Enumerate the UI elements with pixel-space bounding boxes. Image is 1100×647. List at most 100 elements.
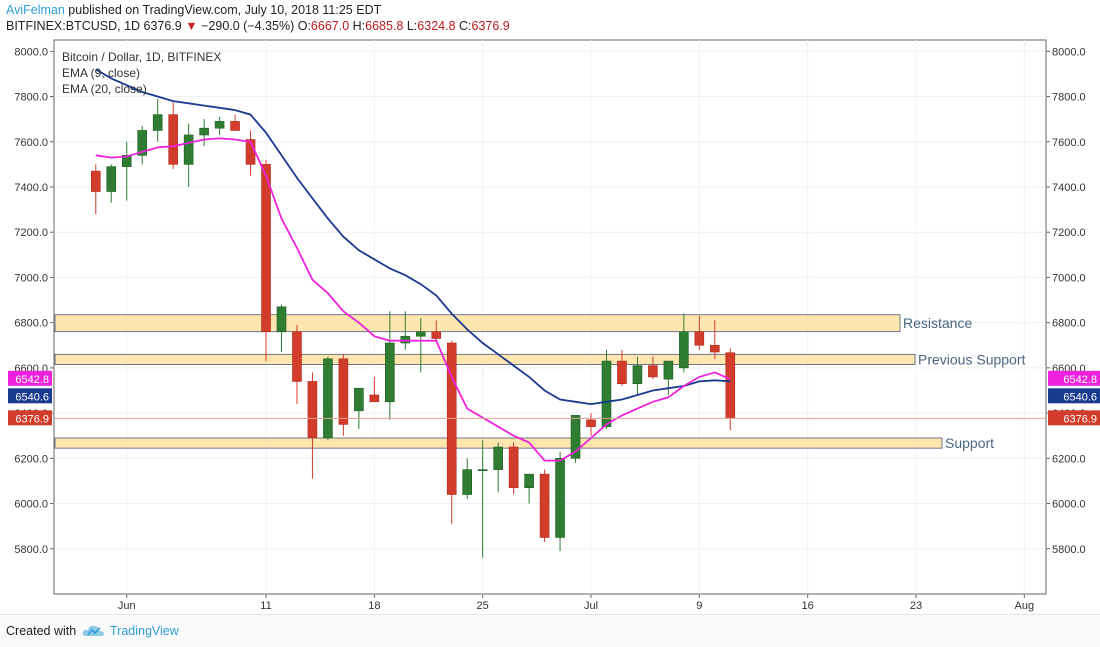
price-tag (1048, 370, 1100, 386)
last-price: 6376.9 (143, 19, 182, 33)
x-tick-label: Jun (118, 600, 136, 612)
candle-body (261, 164, 271, 332)
y-tick-label-left: 8000.0 (14, 46, 48, 58)
price-labels: 6542.8 6542.8 6540.6 6540.6 6376.9 6376.9 (8, 370, 1100, 426)
candle-body (725, 352, 736, 419)
candle-body (137, 130, 148, 156)
x-tick-label: 23 (910, 600, 922, 612)
candle-body (508, 446, 519, 489)
price-tag-label: 6540.6 (15, 391, 49, 403)
zone-label: Previous Support (918, 351, 1026, 367)
candle-body (230, 121, 240, 131)
price-tag (8, 388, 52, 404)
ema20-line (95, 68, 731, 406)
y-tick-label-right: 7400.0 (1052, 182, 1086, 194)
candle-body (555, 458, 565, 538)
open-label: O: (297, 19, 311, 33)
author-link[interactable]: AviFelman (6, 3, 65, 17)
x-tick-label: 9 (696, 600, 702, 612)
y-tick-label-right: 7200.0 (1052, 227, 1086, 239)
y-tick-label-right: 6800.0 (1052, 318, 1086, 330)
legend-title: Bitcoin / Dollar, 1D, BITFINEX (62, 50, 221, 64)
price-tag (8, 370, 52, 386)
x-tick-label: 25 (477, 600, 489, 612)
candle-body (152, 114, 163, 131)
price-tag-label: 6376.9 (1063, 413, 1097, 425)
publish-text: published on TradingView.com, July 10, 2… (64, 3, 382, 17)
legend-ema20: EMA (20, close) (62, 82, 147, 96)
y-tick-label-right: 7800.0 (1052, 92, 1086, 104)
candle-body (663, 360, 674, 380)
y-tick-label-left: 7200.0 (14, 227, 48, 239)
y-tick-label-right: 7000.0 (1052, 272, 1086, 284)
candle-body (710, 344, 720, 353)
x-tick-label: Jul (584, 600, 598, 612)
created-with-text: Created with (6, 624, 77, 638)
candle-body (323, 358, 333, 439)
candle-body (431, 331, 442, 339)
zone-box (54, 353, 916, 365)
low-value: 6324.8 (417, 19, 456, 33)
candle-body (539, 473, 550, 538)
candle-body (369, 394, 380, 403)
zone-box (54, 314, 901, 333)
chart-header: AviFelman published on TradingView.com, … (0, 0, 1100, 36)
tradingview-cloud-icon (82, 625, 104, 636)
low-label: L: (406, 19, 418, 33)
change-arrow-icon: ▼ (185, 19, 198, 33)
candle-body (121, 155, 132, 167)
high-label: H: (352, 19, 366, 33)
candle-body (586, 419, 596, 427)
price-tag-label: 6542.8 (1063, 374, 1097, 386)
price-chart[interactable]: Resistance Previous Support Support 5800.0… (0, 0, 1100, 614)
price-tag (1048, 410, 1100, 426)
candle-body (354, 387, 364, 412)
y-tick-label-right: 7600.0 (1052, 137, 1086, 149)
candle-body (292, 331, 302, 382)
candle-body (90, 170, 101, 192)
candle-body (632, 365, 643, 385)
zone-label: Support (945, 435, 994, 451)
price-tag-label: 6540.6 (1063, 391, 1097, 403)
x-tick-label: Aug (1015, 600, 1035, 612)
candle-body (477, 469, 488, 471)
candle-body (183, 134, 194, 165)
candle-body (400, 335, 411, 344)
price-tag-label: 6376.9 (15, 413, 49, 425)
candle-body (679, 331, 689, 369)
candle-body (694, 331, 705, 346)
y-tick-label-left: 7000.0 (14, 272, 48, 284)
tradingview-brand-link[interactable]: TradingView (110, 624, 179, 638)
y-tick-label-left: 6200.0 (14, 453, 48, 465)
footer: Created with TradingView (0, 614, 1100, 647)
y-tick-label-left: 6000.0 (14, 499, 48, 511)
y-tick-label-right: 8000.0 (1052, 46, 1086, 58)
close-label: C: (459, 19, 472, 33)
y-tick-label-right: 5800.0 (1052, 544, 1086, 556)
zone-label: Resistance (903, 315, 972, 331)
candle-body (214, 121, 225, 129)
y-tick-label-left: 5800.0 (14, 544, 48, 556)
y-tick-label-left: 7400.0 (14, 182, 48, 194)
axes: 5800.05800.06000.06000.06200.06200.06400… (14, 46, 1085, 612)
candle-body (415, 331, 426, 337)
y-tick-label-left: 7800.0 (14, 92, 48, 104)
candle-body (199, 127, 209, 136)
y-tick-label-left: 7600.0 (14, 137, 48, 149)
ema9-line (95, 137, 731, 462)
close-value: 6376.9 (471, 19, 510, 33)
symbol-label[interactable]: BITFINEX:BTCUSD, 1D (6, 19, 141, 33)
price-tag-label: 6542.8 (15, 374, 49, 386)
x-tick-label: 16 (802, 600, 814, 612)
legend: Bitcoin / Dollar, 1D, BITFINEX EMA (9, c… (62, 50, 221, 96)
x-tick-label: 11 (260, 600, 271, 612)
legend-ema9: EMA (9, close) (62, 66, 140, 80)
candle-body (385, 342, 395, 403)
candle-body (106, 166, 117, 192)
y-tick-label-right: 6000.0 (1052, 499, 1086, 511)
publish-info: AviFelman published on TradingView.com, … (6, 3, 381, 17)
y-tick-label-right: 6200.0 (1052, 453, 1086, 465)
price-tag (1048, 388, 1100, 404)
candle-body (493, 446, 503, 470)
change-value: −290.0 (−4.35%) (201, 19, 295, 33)
